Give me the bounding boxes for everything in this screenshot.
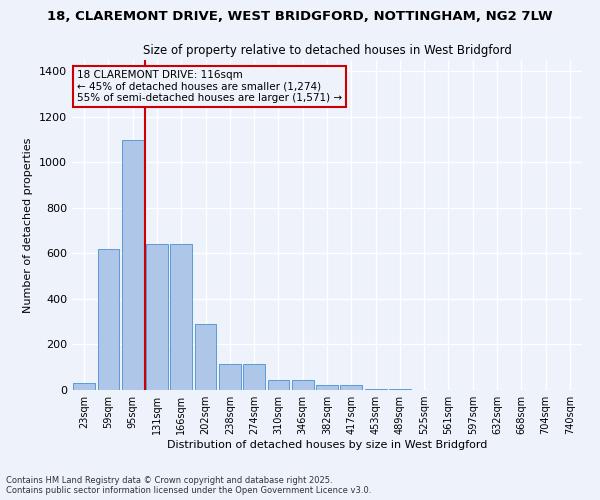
Bar (219, 364, 241, 390)
Bar (243, 364, 265, 390)
Bar (365, 389, 386, 390)
Bar (194, 324, 217, 390)
Bar (268, 380, 289, 390)
Bar (170, 244, 192, 390)
Text: Contains HM Land Registry data © Crown copyright and database right 2025.
Contai: Contains HM Land Registry data © Crown c… (6, 476, 371, 495)
Y-axis label: Number of detached properties: Number of detached properties (23, 138, 34, 312)
Text: 18, CLAREMONT DRIVE, WEST BRIDGFORD, NOTTINGHAM, NG2 7LW: 18, CLAREMONT DRIVE, WEST BRIDGFORD, NOT… (47, 10, 553, 23)
X-axis label: Distribution of detached houses by size in West Bridgford: Distribution of detached houses by size … (167, 440, 487, 450)
Text: 18 CLAREMONT DRIVE: 116sqm
← 45% of detached houses are smaller (1,274)
55% of s: 18 CLAREMONT DRIVE: 116sqm ← 45% of deta… (77, 70, 342, 103)
Bar (340, 386, 362, 390)
Bar (316, 386, 338, 390)
Bar (146, 244, 168, 390)
Bar (122, 140, 143, 390)
Bar (73, 383, 95, 390)
Bar (97, 249, 119, 390)
Title: Size of property relative to detached houses in West Bridgford: Size of property relative to detached ho… (143, 44, 511, 58)
Bar (292, 380, 314, 390)
Bar (389, 389, 411, 390)
